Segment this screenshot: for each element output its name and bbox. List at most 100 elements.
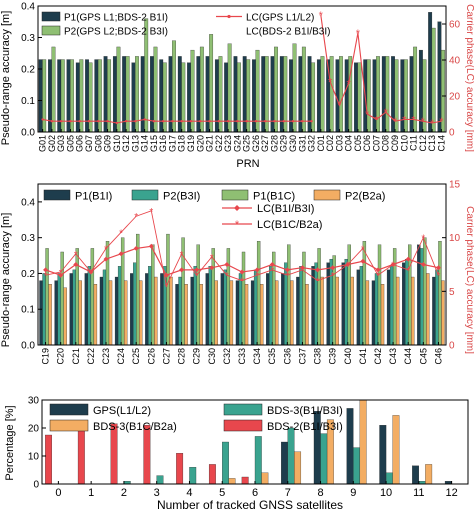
bar — [208, 266, 212, 346]
x-tick-label: G13 — [130, 135, 140, 152]
x-tick-label: C43 — [388, 348, 398, 365]
bar — [438, 241, 442, 346]
bar — [274, 46, 278, 133]
bar — [229, 280, 234, 346]
bar — [178, 276, 182, 346]
bar — [320, 276, 324, 346]
legend-label: LC(BDS-2 B1I/B3I) — [246, 27, 330, 38]
bar — [77, 427, 85, 485]
line-point: * — [270, 266, 274, 277]
x-tick-label: C30 — [207, 348, 217, 365]
x-tick-label: C19 — [41, 348, 51, 365]
line-point: * — [356, 28, 361, 40]
bar — [432, 276, 436, 346]
x-tick-label: C42 — [373, 348, 383, 365]
bar — [69, 273, 73, 346]
line-point: * — [406, 266, 410, 277]
legend-swatch — [41, 11, 61, 22]
bar — [281, 273, 285, 346]
x-tick-label: C14 — [436, 135, 446, 152]
bar — [431, 27, 436, 133]
bar — [63, 287, 67, 346]
bar — [241, 476, 249, 485]
line-point: * — [210, 253, 214, 264]
line-point — [209, 265, 215, 271]
bar — [426, 273, 430, 346]
y2-tick-label: 0 — [449, 341, 455, 352]
line-point — [59, 120, 63, 123]
bar — [227, 43, 232, 133]
y-tick-label: 0.2 — [21, 65, 35, 76]
x-tick-label: C27 — [161, 348, 171, 365]
bar — [366, 59, 371, 133]
bar — [153, 46, 158, 133]
bar — [354, 62, 358, 133]
x-tick-label: G14 — [140, 135, 150, 152]
panel-2-ylabel: Pseudo-range accuracy [m] — [0, 213, 12, 348]
line-point — [375, 267, 381, 273]
bar — [38, 59, 43, 133]
line-point: * — [436, 271, 440, 282]
bar — [196, 244, 200, 346]
bar — [250, 280, 255, 346]
x-tick-label: C32 — [222, 348, 232, 365]
legend-label: BDS-3(B1C/B2a) — [93, 421, 177, 433]
line-point: * — [195, 271, 199, 282]
bar — [374, 273, 379, 346]
y-tick-label: 0.0 — [21, 341, 35, 352]
bar — [385, 56, 390, 133]
x-tick-label: 10 — [380, 487, 392, 499]
x-tick-label: G03 — [56, 135, 66, 152]
line-point — [41, 118, 44, 121]
panel-1-legend: P1(GPS L1;BDS-2 B1I) P2(GPS L2;BDS-2 B3I)… — [41, 11, 330, 38]
bar — [353, 447, 361, 485]
x-tick-label: 5 — [219, 487, 225, 499]
bar — [269, 266, 273, 346]
x-tick-label: G24 — [232, 135, 242, 152]
bar — [42, 273, 46, 346]
bar — [287, 427, 295, 485]
line-point — [78, 120, 81, 123]
bar — [205, 273, 209, 346]
bar — [208, 464, 216, 485]
x-tick-label: G23 — [223, 135, 233, 152]
line-point: * — [421, 234, 425, 245]
line-point: * — [300, 266, 304, 277]
line-point: * — [391, 261, 395, 272]
panel-3-legend: GPS(L1/L2) BDS-3(B1I/B3I) BDS-3(B1C/B2a) BD… — [49, 403, 343, 433]
x-tick-label: G09 — [103, 135, 113, 152]
legend-label: LC(GPS L1/L2) — [246, 13, 314, 24]
line-point — [299, 265, 305, 271]
line-point: * — [374, 114, 379, 126]
bar — [102, 269, 107, 346]
panel-1-ylabel: Pseudo-range accuracy [m] — [0, 11, 12, 146]
line-point — [103, 256, 109, 262]
x-tick-label: C20 — [56, 348, 66, 365]
line-point: * — [439, 116, 444, 128]
line-point — [263, 120, 267, 123]
bar — [112, 56, 117, 133]
y-tick-label: 0.0 — [21, 128, 35, 139]
line-point: * — [44, 271, 48, 282]
x-tick-label: C10 — [399, 135, 409, 152]
x-tick-label: G29 — [279, 135, 289, 152]
bar — [294, 451, 302, 485]
line-point — [273, 120, 276, 123]
bar — [362, 241, 367, 346]
line-point — [118, 251, 124, 257]
x-tick-label: G10 — [112, 135, 122, 152]
series-line — [45, 210, 439, 288]
bar — [42, 59, 47, 133]
line-point — [189, 120, 193, 123]
y-tick-label: 20 — [28, 424, 40, 435]
line-point — [291, 120, 295, 123]
y2-tick-label: 10 — [449, 233, 461, 244]
y-tick-label: 0 — [33, 480, 39, 491]
bar — [314, 262, 318, 346]
legend-swatch — [43, 189, 71, 201]
bar — [175, 284, 179, 346]
bar — [156, 475, 164, 485]
bar — [344, 258, 348, 346]
bar — [425, 464, 433, 485]
